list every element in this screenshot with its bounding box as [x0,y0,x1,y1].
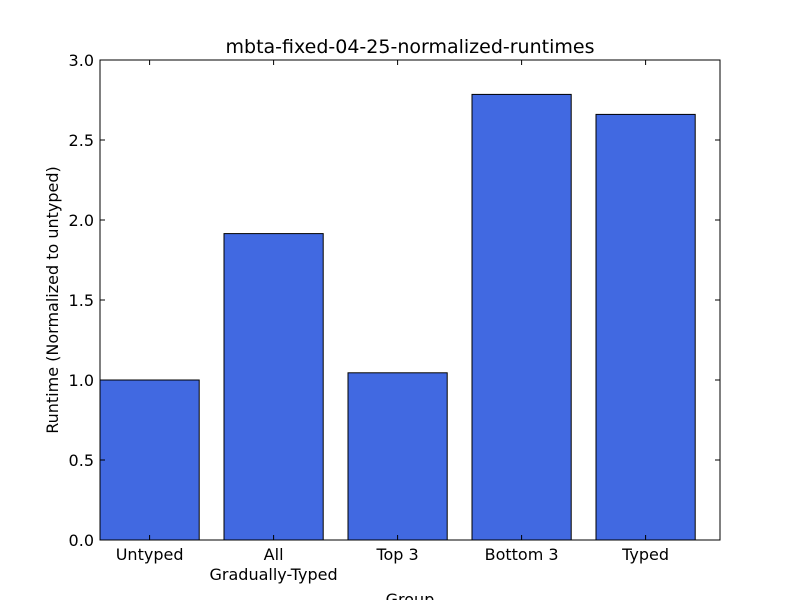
y-tick-label-2: 1.0 [69,371,94,390]
x-tick-label-3: Bottom 3 [485,545,559,564]
x-axis-title: Group [386,590,435,600]
x-tick-label-2: Top 3 [375,545,418,564]
axis-ticks: Untyped All Gradually-Typed Top 3 Bottom 3 Ty… [69,51,720,584]
x-tick-label-1: All Gradually-Typed [210,545,338,584]
bar-3 [471,93,572,541]
y-tick-label-1: 0.5 [69,451,94,470]
y-tick-label-0: 0.0 [69,531,94,550]
y-tick-label-5: 2.5 [69,131,94,150]
x-tick-label-0: Untyped [116,545,184,564]
y-tick-label-4: 2.0 [69,211,94,230]
bar-4 [595,113,696,541]
bar-2 [347,372,448,541]
bar-series [99,93,696,541]
y-tick-label-3: 1.5 [69,291,94,310]
bar-0 [99,379,200,541]
y-axis-title: Runtime (Normalized to untyped) [43,166,62,434]
bar-1 [223,233,324,541]
axes-frame [99,59,721,541]
x-tick-label-4: Typed [621,545,669,564]
chart-title: mbta-fixed-04-25-normalized-runtimes [226,36,595,58]
y-tick-label-6: 3.0 [69,51,94,70]
